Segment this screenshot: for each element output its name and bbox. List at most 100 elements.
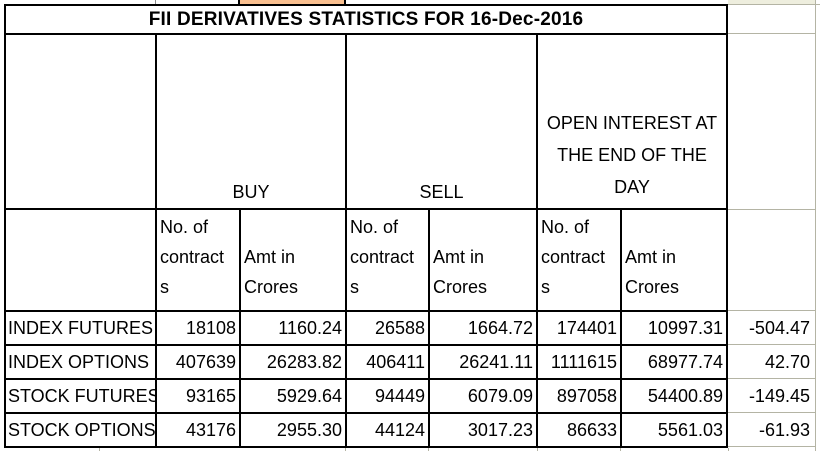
cell-buy-contracts[interactable]: 93165 <box>157 380 239 412</box>
gridline <box>728 412 815 413</box>
row-label: INDEX OPTIONS <box>8 351 150 372</box>
net-change-cell[interactable]: 42.70 <box>728 346 815 378</box>
cell-value: 407639 <box>175 351 236 372</box>
gridline <box>345 448 346 451</box>
buy-amount-header[interactable]: Amt in Crores <box>241 210 345 310</box>
cell-value: 54400.89 <box>647 385 723 406</box>
cell-oi-amount[interactable]: 5561.03 <box>622 414 726 446</box>
row-label-index-futures[interactable]: INDEX FUTURES <box>6 312 155 344</box>
gridline <box>728 33 815 34</box>
cell-buy-amount[interactable]: 1160.24 <box>241 312 345 344</box>
gridline <box>537 448 538 451</box>
row-label: INDEX FUTURES <box>8 317 154 338</box>
cell-buy-amount[interactable]: 2955.30 <box>241 414 345 446</box>
row-label: STOCK FUTURES <box>8 385 155 406</box>
cell-sell-amount[interactable]: 3017.23 <box>430 414 536 446</box>
cell-sell-contracts[interactable]: 26588 <box>347 312 428 344</box>
gridline <box>728 446 815 447</box>
contracts-header-label: No. of contracts <box>160 217 225 297</box>
sell-contracts-header[interactable]: No. of contracts <box>347 210 428 310</box>
cell-oi-contracts[interactable]: 174401 <box>538 312 620 344</box>
cell-value: 26588 <box>374 317 425 338</box>
cell-value: 174401 <box>556 317 617 338</box>
buy-group-header[interactable]: BUY <box>157 35 345 208</box>
sell-amount-header[interactable]: Amt in Crores <box>430 210 536 310</box>
open-interest-group-label: OPEN INTEREST AT THE END OF THE DAY <box>546 113 718 197</box>
gridline <box>728 378 815 379</box>
gridline <box>728 4 820 5</box>
open-interest-group-header[interactable]: OPEN INTEREST AT THE END OF THE DAY <box>538 35 726 208</box>
table-title: FII DERIVATIVES STATISTICS FOR 16-Dec-20… <box>148 8 584 30</box>
gridline <box>428 448 429 451</box>
fii-derivatives-table: FII DERIVATIVES STATISTICS FOR 16-Dec-20… <box>4 4 728 448</box>
net-change-value: -61.93 <box>758 419 810 440</box>
table-title-cell[interactable]: FII DERIVATIVES STATISTICS FOR 16-Dec-20… <box>6 6 726 33</box>
cell-value: 94449 <box>374 385 425 406</box>
corner-empty-cell[interactable] <box>6 35 155 208</box>
cell-buy-amount[interactable]: 5929.64 <box>241 380 345 412</box>
cell-sell-amount[interactable]: 1664.72 <box>430 312 536 344</box>
cell-value: 2955.30 <box>276 419 342 440</box>
row-label-header-cell[interactable] <box>6 210 155 310</box>
gridline <box>728 310 815 311</box>
net-change-cell[interactable]: -504.47 <box>728 312 815 344</box>
cell-oi-amount[interactable]: 10997.31 <box>622 312 726 344</box>
gridline <box>728 209 815 210</box>
row-label-index-options[interactable]: INDEX OPTIONS <box>6 346 155 378</box>
gridline <box>99 448 100 451</box>
gridline <box>815 0 816 451</box>
cell-oi-contracts[interactable]: 86633 <box>538 414 620 446</box>
net-change-cell[interactable]: -61.93 <box>728 414 815 446</box>
contracts-header-label: No. of contracts <box>350 217 415 297</box>
cell-buy-contracts[interactable]: 407639 <box>157 346 239 378</box>
sell-group-header[interactable]: SELL <box>347 35 536 208</box>
cell-buy-contracts[interactable]: 43176 <box>157 414 239 446</box>
net-change-value: -504.47 <box>748 317 810 338</box>
cell-value: 93165 <box>185 385 236 406</box>
net-change-value: -149.45 <box>748 385 810 406</box>
gridline <box>155 0 156 4</box>
cell-value: 18108 <box>185 317 236 338</box>
cell-value: 10997.31 <box>647 317 723 338</box>
cell-value: 3017.23 <box>467 419 533 440</box>
sell-group-label: SELL <box>419 182 464 202</box>
gridline <box>728 344 815 345</box>
amount-header-label: Amt in Crores <box>244 247 299 297</box>
cell-value: 68977.74 <box>647 351 723 372</box>
cell-buy-amount[interactable]: 26283.82 <box>241 346 345 378</box>
buy-group-label: BUY <box>232 182 270 202</box>
cell-value: 897058 <box>556 385 617 406</box>
cell-value: 5561.03 <box>657 419 723 440</box>
cell-oi-contracts[interactable]: 897058 <box>538 380 620 412</box>
cell-value: 5929.64 <box>276 385 342 406</box>
cell-sell-amount[interactable]: 6079.09 <box>430 380 536 412</box>
contracts-header-label: No. of contracts <box>541 217 606 297</box>
cell-oi-amount[interactable]: 54400.89 <box>622 380 726 412</box>
row-label-stock-futures[interactable]: STOCK FUTURES <box>6 380 155 412</box>
cell-sell-contracts[interactable]: 406411 <box>347 346 428 378</box>
cell-value: 43176 <box>185 419 236 440</box>
buy-contracts-header[interactable]: No. of contracts <box>157 210 239 310</box>
amount-header-label: Amt in Crores <box>433 247 488 297</box>
highlighted-cell[interactable] <box>238 0 346 5</box>
cell-value: 406411 <box>366 351 425 372</box>
partial-row-above <box>728 0 815 4</box>
net-change-cell[interactable]: -149.45 <box>728 380 815 412</box>
gridline <box>728 448 729 451</box>
gridline <box>620 448 621 451</box>
cell-sell-amount[interactable]: 26241.11 <box>430 346 536 378</box>
cell-sell-contracts[interactable]: 94449 <box>347 380 428 412</box>
net-change-value: 42.70 <box>764 351 810 372</box>
cell-value: 6079.09 <box>467 385 533 406</box>
cell-oi-amount[interactable]: 68977.74 <box>622 346 726 378</box>
row-label: STOCK OPTIONS <box>8 419 155 440</box>
cell-value: 1664.72 <box>467 317 533 338</box>
oi-amount-header[interactable]: Amt in Crores <box>622 210 726 310</box>
row-label-stock-options[interactable]: STOCK OPTIONS <box>6 414 155 446</box>
cell-value: 44124 <box>374 419 425 440</box>
oi-contracts-header[interactable]: No. of contracts <box>538 210 620 310</box>
cell-sell-contracts[interactable]: 44124 <box>347 414 428 446</box>
cell-buy-contracts[interactable]: 18108 <box>157 312 239 344</box>
cell-oi-contracts[interactable]: 1111615 <box>538 346 620 378</box>
